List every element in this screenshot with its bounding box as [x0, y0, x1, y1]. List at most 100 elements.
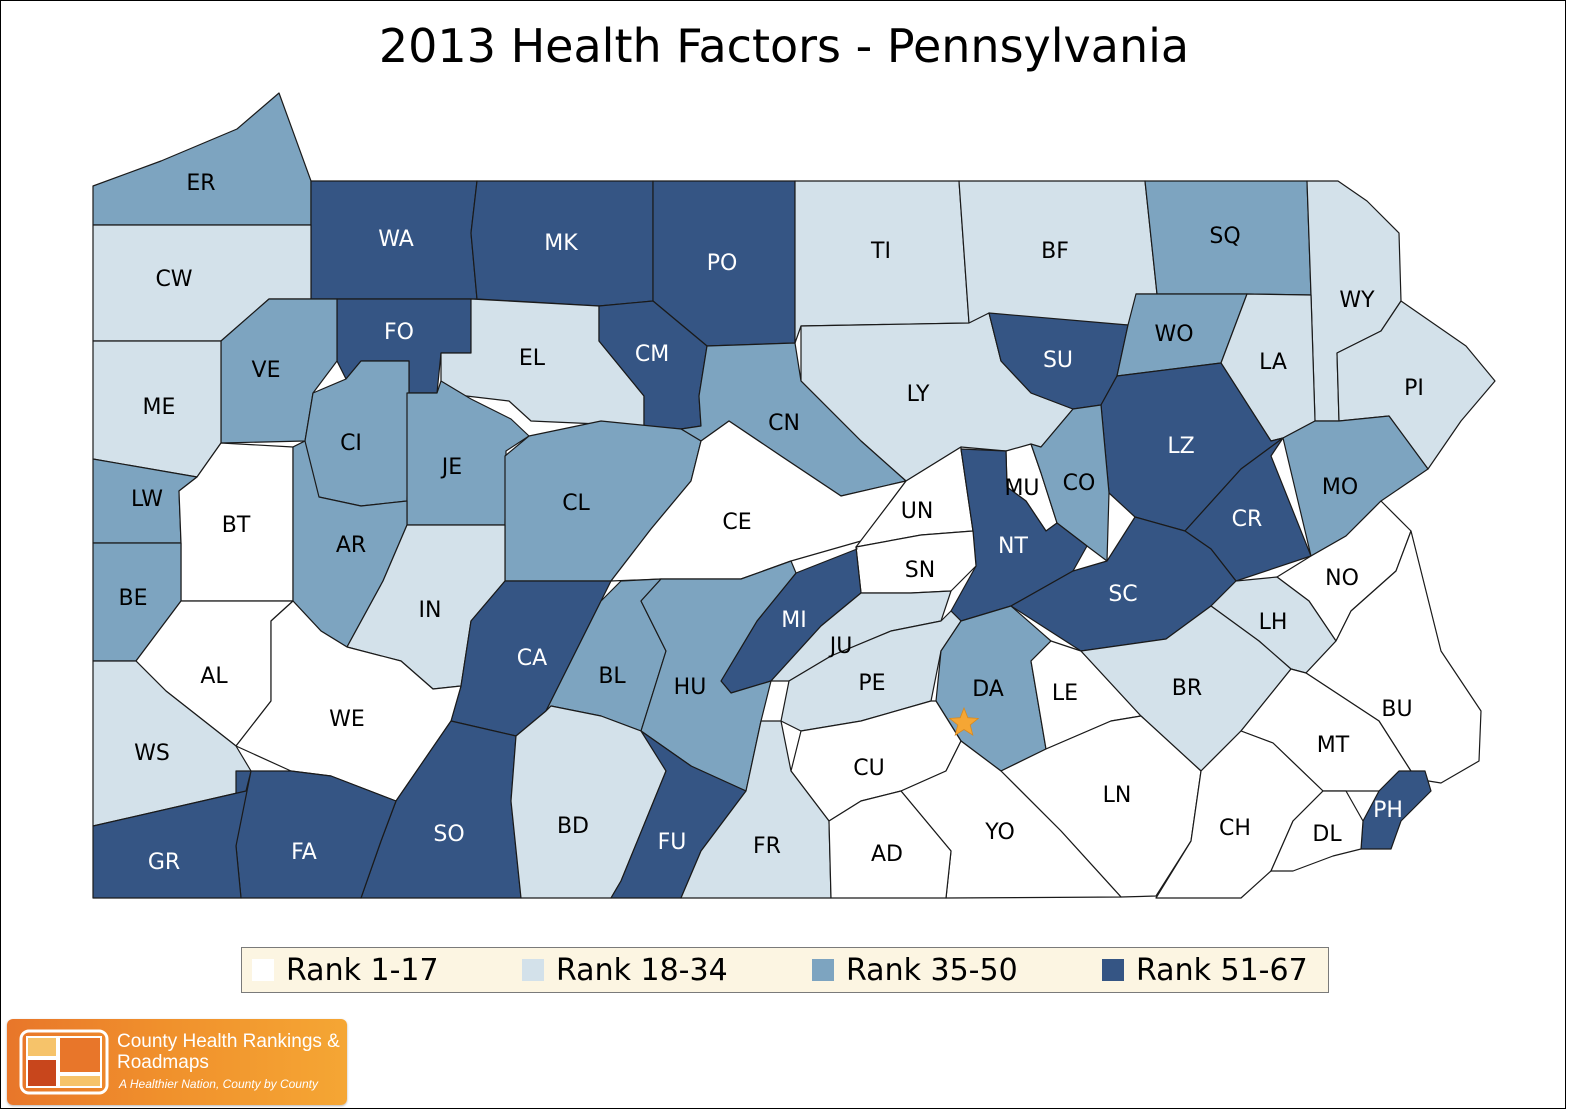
- county-label-le: LE: [1052, 681, 1078, 706]
- county-label-ve: VE: [252, 358, 281, 383]
- legend: Rank 1-17 Rank 18-34 Rank 35-50 Rank 51-67: [241, 947, 1329, 993]
- county-label-wo: WO: [1154, 322, 1193, 347]
- county-label-ca: CA: [517, 646, 547, 671]
- star-icon: [948, 706, 980, 736]
- county-label-ly: LY: [907, 382, 930, 407]
- county-er: [92, 92, 312, 226]
- county-label-cu: CU: [853, 756, 884, 781]
- county-label-da: DA: [972, 677, 1004, 702]
- legend-swatch: [1102, 959, 1124, 981]
- legend-swatch: [812, 959, 834, 981]
- county-label-cn: CN: [768, 411, 800, 436]
- brand-name: County Health Rankings & Roadmaps: [117, 1031, 340, 1073]
- county-label-sc: SC: [1108, 582, 1137, 607]
- county-co: [1030, 404, 1110, 562]
- county-label-pe: PE: [858, 671, 885, 696]
- branding-badge: County Health Rankings & Roadmaps A Heal…: [7, 1019, 347, 1105]
- county-label-ad: AD: [871, 842, 903, 867]
- county-label-ti: TI: [870, 239, 891, 264]
- county-label-in: IN: [419, 598, 442, 623]
- county-label-yo: YO: [984, 820, 1015, 845]
- county-label-no: NO: [1325, 566, 1359, 591]
- county-label-br: BR: [1172, 676, 1202, 701]
- county-label-hu: HU: [674, 675, 707, 700]
- county-label-bd: BD: [557, 814, 589, 839]
- county-label-gr: GR: [148, 850, 180, 875]
- capital-star-layer: [948, 706, 980, 736]
- county-label-layer: ER WA MK PO TI BF SQ WY CW FO EL CM VE ME LY SU WO LA PI CI…: [119, 171, 1424, 875]
- county-label-lw: LW: [131, 487, 163, 512]
- county-label-cw: CW: [155, 267, 192, 292]
- county-hu: [640, 560, 797, 792]
- county-label-lz: LZ: [1167, 434, 1194, 459]
- county-label-sn: SN: [905, 558, 935, 583]
- county-label-co: CO: [1063, 471, 1096, 496]
- map-title: 2013 Health Factors - Pennsylvania: [378, 19, 1190, 73]
- county-label-bu: BU: [1381, 697, 1412, 722]
- legend-label: Rank 18-34: [556, 952, 728, 988]
- county-label-ln: LN: [1103, 783, 1132, 808]
- county-label-ci: CI: [340, 431, 362, 456]
- county-ve: [220, 298, 338, 444]
- county-label-ar: AR: [336, 533, 366, 558]
- county-label-ch: CH: [1219, 816, 1251, 841]
- county-label-so: SO: [433, 822, 464, 847]
- county-dl: [1270, 790, 1364, 872]
- county-layer: [92, 92, 1496, 899]
- legend-item: Rank 1-17: [242, 953, 512, 988]
- legend-item: Rank 18-34: [512, 953, 802, 988]
- county-gr: [92, 770, 252, 899]
- county-label-al: AL: [200, 664, 228, 689]
- legend-label: Rank 1-17: [286, 952, 439, 988]
- brand-tagline: A Healthier Nation, County by County: [119, 1077, 318, 1091]
- county-label-we: WE: [329, 707, 365, 732]
- county-label-cl: CL: [562, 491, 590, 516]
- legend-swatch: [252, 959, 274, 981]
- county-label-fu: FU: [658, 830, 687, 855]
- county-label-mu: MU: [1004, 476, 1039, 501]
- county-nt: [950, 448, 1088, 622]
- county-label-fr: FR: [753, 834, 781, 859]
- legend-label: Rank 51-67: [1136, 952, 1308, 988]
- legend-item: Rank 51-67: [1092, 953, 1322, 988]
- county-label-ju: JU: [828, 634, 853, 659]
- county-label-mk: MK: [544, 231, 578, 256]
- county-label-el: EL: [519, 346, 546, 371]
- county-label-ws: WS: [134, 741, 170, 766]
- legend-swatch: [522, 959, 544, 981]
- county-label-bt: BT: [222, 513, 251, 538]
- county-label-mt: MT: [1317, 733, 1350, 758]
- legend-item: Rank 35-50: [802, 953, 1092, 988]
- county-label-be: BE: [119, 586, 148, 611]
- county-label-po: PO: [707, 251, 738, 276]
- county-label-la: LA: [1259, 350, 1287, 375]
- county-label-un: UN: [901, 499, 934, 524]
- county-label-wa: WA: [378, 227, 414, 252]
- county-label-pi: PI: [1404, 376, 1424, 401]
- county-label-lh: LH: [1259, 610, 1288, 635]
- county-label-cm: CM: [635, 342, 669, 367]
- county-label-fo: FO: [384, 320, 414, 345]
- county-label-fa: FA: [291, 840, 317, 865]
- county-label-dl: DL: [1312, 822, 1342, 847]
- county-label-er: ER: [186, 171, 215, 196]
- county-label-wy: WY: [1339, 288, 1375, 313]
- county-ad: [828, 790, 952, 899]
- county-label-ce: CE: [722, 510, 751, 535]
- county-label-mi: MI: [781, 608, 806, 633]
- county-label-bl: BL: [598, 664, 626, 689]
- county-label-ph: PH: [1373, 798, 1403, 823]
- county-label-je: JE: [440, 455, 462, 480]
- brand-logo-icon: [19, 1029, 109, 1095]
- county-ce: [610, 420, 907, 582]
- county-we: [235, 600, 462, 802]
- county-label-nt: NT: [998, 534, 1028, 559]
- county-label-mo: MO: [1322, 475, 1358, 500]
- county-label-cr: CR: [1232, 507, 1263, 532]
- county-label-bf: BF: [1041, 239, 1069, 264]
- county-label-su: SU: [1043, 348, 1073, 373]
- legend-label: Rank 35-50: [846, 952, 1018, 988]
- county-label-me: ME: [143, 395, 176, 420]
- pennsylvania-county-map: ER WA MK PO TI BF SQ WY CW FO EL CM VE ME LY SU WO LA PI CI…: [92, 92, 1496, 899]
